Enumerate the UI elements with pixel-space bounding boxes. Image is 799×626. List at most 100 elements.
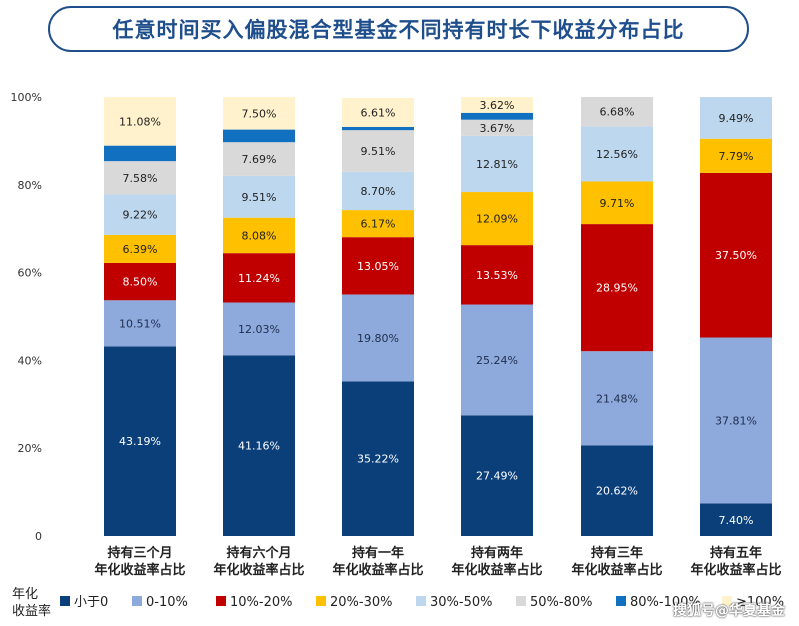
category-label: 年化收益率占比 bbox=[213, 562, 304, 578]
data-label: 9.71% bbox=[600, 197, 635, 210]
bar-segment bbox=[342, 126, 414, 131]
legend-swatch bbox=[416, 596, 426, 606]
y-tick-label: 100% bbox=[11, 91, 42, 104]
legend-label: 50%-80% bbox=[530, 595, 592, 610]
bar-segment bbox=[104, 97, 176, 146]
bar-segment bbox=[223, 97, 295, 130]
data-label: 9.22% bbox=[123, 209, 158, 222]
data-label: 9.49% bbox=[719, 112, 754, 125]
data-label: 21.48% bbox=[596, 392, 638, 405]
category-label: 持有五年 bbox=[710, 545, 762, 561]
bar-segment bbox=[342, 294, 414, 382]
data-label: 13.53% bbox=[476, 269, 518, 282]
category-label: 年化收益率占比 bbox=[451, 562, 542, 578]
bar-segment bbox=[342, 171, 414, 211]
bar-segment bbox=[104, 262, 176, 301]
data-label: 6.17% bbox=[361, 218, 396, 231]
bar-segment bbox=[581, 181, 653, 225]
data-label: 8.50% bbox=[123, 276, 158, 289]
data-label: 12.03% bbox=[238, 323, 280, 336]
bar-segment bbox=[581, 224, 653, 352]
data-label: 6.61% bbox=[361, 106, 396, 119]
bar-segment bbox=[342, 237, 414, 295]
legend-swatch bbox=[616, 596, 626, 606]
bar-segment bbox=[700, 138, 772, 173]
bar-segment bbox=[700, 337, 772, 504]
bar-segment bbox=[223, 129, 295, 143]
data-label: 6.39% bbox=[123, 243, 158, 256]
category-label: 持有一年 bbox=[352, 545, 404, 561]
bar-segment bbox=[223, 175, 295, 218]
bar-segment bbox=[700, 503, 772, 536]
bar-segment bbox=[223, 142, 295, 176]
data-label: 10.51% bbox=[119, 317, 161, 330]
data-label: 11.08% bbox=[119, 115, 161, 128]
bar-segment bbox=[461, 119, 533, 136]
bar-segment bbox=[342, 130, 414, 172]
bar-segment bbox=[700, 97, 772, 139]
title-banner: 任意时间买入偏股混合型基金不同持有时长下收益分布占比 bbox=[48, 6, 749, 52]
legend-swatch bbox=[722, 596, 732, 606]
bar-segment bbox=[461, 135, 533, 193]
data-label: 7.50% bbox=[242, 107, 277, 120]
bar-segment bbox=[581, 445, 653, 536]
data-label: 13.05% bbox=[357, 260, 399, 273]
legend-title: 收益率 bbox=[12, 603, 51, 619]
legend-swatch bbox=[516, 596, 526, 606]
category-label: 持有三年 bbox=[591, 545, 643, 561]
legend-label: 30%-50% bbox=[430, 595, 492, 610]
data-label: 7.79% bbox=[719, 150, 754, 163]
legend-swatch bbox=[60, 596, 70, 606]
legend-label: 20%-30% bbox=[330, 595, 392, 610]
data-label: 6.68% bbox=[600, 106, 635, 119]
category-label: 年化收益率占比 bbox=[690, 562, 781, 578]
data-label: 35.22% bbox=[357, 453, 399, 466]
bar-segment bbox=[104, 346, 176, 536]
bar-segment bbox=[461, 245, 533, 305]
bar-segment bbox=[223, 302, 295, 356]
y-tick-label: 0 bbox=[35, 530, 42, 543]
data-label: 25.24% bbox=[476, 354, 518, 367]
bar-segment bbox=[104, 300, 176, 347]
chart-title: 任意时间买入偏股混合型基金不同持有时长下收益分布占比 bbox=[112, 18, 685, 42]
data-label: 9.51% bbox=[361, 145, 396, 158]
bar-segment bbox=[342, 97, 414, 127]
bar-segment bbox=[461, 415, 533, 536]
data-label: 11.24% bbox=[238, 272, 280, 285]
data-label: 43.19% bbox=[119, 435, 161, 448]
data-label: 37.81% bbox=[715, 415, 757, 428]
bar-segment bbox=[104, 194, 176, 235]
data-label: 12.81% bbox=[476, 158, 518, 171]
data-label: 7.58% bbox=[123, 172, 158, 185]
y-tick-label: 80% bbox=[18, 179, 42, 192]
data-label: 3.62% bbox=[480, 99, 515, 112]
data-label: 37.50% bbox=[715, 249, 757, 262]
legend-label: 小于0 bbox=[74, 595, 108, 610]
data-label: 7.69% bbox=[242, 153, 277, 166]
bar-segment bbox=[104, 234, 176, 263]
bar-segment bbox=[223, 253, 295, 303]
legend-title: 年化 bbox=[12, 587, 38, 602]
bar-segment bbox=[104, 161, 176, 195]
data-label: 20.62% bbox=[596, 485, 638, 498]
data-label: 3.67% bbox=[480, 122, 515, 135]
category-label: 持有六个月 bbox=[226, 545, 291, 561]
category-label: 年化收益率占比 bbox=[332, 562, 423, 578]
bar-segment bbox=[461, 304, 533, 416]
bar-segment bbox=[104, 145, 176, 162]
category-label: 持有三个月 bbox=[107, 545, 172, 561]
legend-label: 10%-20% bbox=[230, 595, 292, 610]
watermark: 搜狐号@华夏基金 bbox=[673, 603, 785, 619]
legend-swatch bbox=[132, 596, 142, 606]
bar-segment bbox=[342, 381, 414, 536]
bar-segment bbox=[581, 351, 653, 446]
data-label: 8.70% bbox=[361, 185, 396, 198]
bar-segment bbox=[223, 355, 295, 536]
bar-segment bbox=[342, 210, 414, 238]
data-label: 7.40% bbox=[719, 514, 754, 527]
bar-segment bbox=[461, 112, 533, 120]
bar-segment bbox=[223, 217, 295, 254]
data-label: 27.49% bbox=[476, 470, 518, 483]
bar-segment bbox=[581, 126, 653, 182]
bar-segment bbox=[461, 97, 533, 113]
